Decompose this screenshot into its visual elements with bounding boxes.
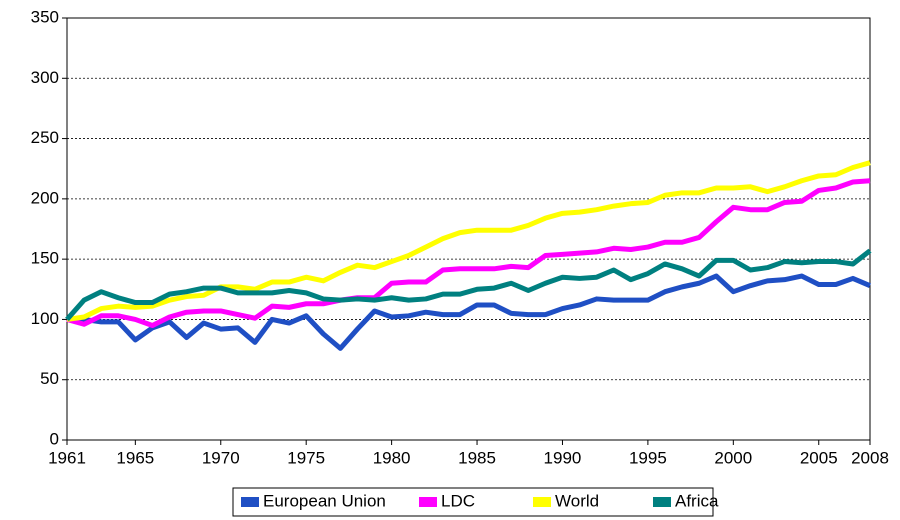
x-tick-label: 1961 [48,448,86,467]
y-tick-label: 250 [31,128,59,147]
x-tick-label: 1995 [629,448,667,467]
legend-swatch [533,497,551,507]
y-tick-label: 150 [31,249,59,268]
series-line [67,273,871,351]
y-tick-label: 350 [31,7,59,26]
legend-box [232,487,714,517]
y-tick-label: 50 [40,369,59,388]
x-tick-label: 1980 [373,448,411,467]
y-tick-label: 100 [31,309,59,328]
series-line [66,160,871,322]
legend-label: World [555,491,599,510]
x-tick-label: 1975 [287,448,325,467]
legend-label: Africa [675,491,719,510]
y-tick-label: 0 [50,429,59,448]
legend-swatch [653,497,671,507]
legend-label: European Union [263,491,386,510]
x-tick-label: 2008 [851,448,889,467]
y-tick-label: 300 [31,68,59,87]
legend-swatch [419,497,437,507]
x-tick-label: 1970 [202,448,240,467]
x-tick-label: 1985 [458,448,496,467]
series-line [65,248,872,322]
x-tick-label: 1965 [116,448,154,467]
x-tick-label: 1990 [544,448,582,467]
x-tick-label: 2000 [714,448,752,467]
y-tick-label: 200 [31,188,59,207]
x-tick-label: 2005 [800,448,838,467]
series-line [66,178,871,328]
legend-label: LDC [441,491,475,510]
legend-swatch [241,497,259,507]
